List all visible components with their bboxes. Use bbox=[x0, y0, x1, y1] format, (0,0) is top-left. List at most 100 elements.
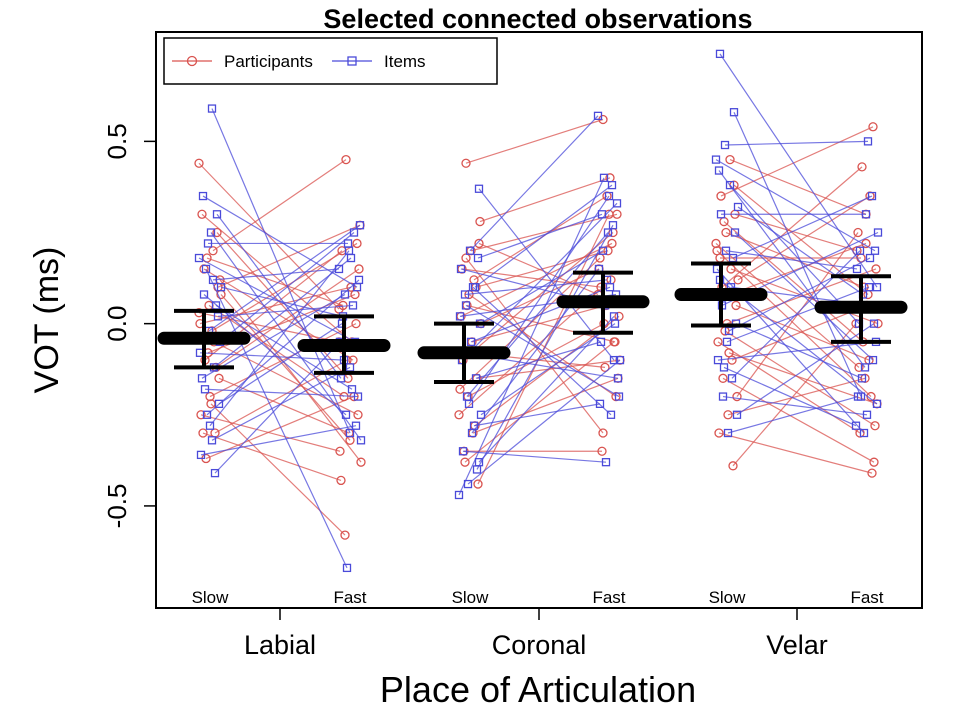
data-point bbox=[349, 228, 359, 237]
summary-layer bbox=[157, 261, 908, 384]
connecting-line bbox=[727, 395, 859, 434]
data-point bbox=[194, 253, 204, 263]
data-point bbox=[348, 301, 358, 310]
data-point bbox=[197, 209, 207, 219]
data-point bbox=[607, 238, 617, 249]
data-point bbox=[216, 283, 226, 292]
data-point bbox=[353, 392, 363, 401]
connecting-line bbox=[208, 224, 361, 332]
connecting-line bbox=[206, 279, 360, 416]
data-point bbox=[603, 246, 613, 256]
data-point bbox=[859, 428, 869, 438]
data-point bbox=[872, 399, 882, 408]
data-point bbox=[601, 458, 611, 467]
connecting-line bbox=[720, 126, 874, 197]
data-point bbox=[723, 410, 733, 420]
data-point bbox=[861, 210, 871, 219]
data-point bbox=[198, 191, 208, 201]
data-point bbox=[855, 246, 865, 255]
data-point bbox=[356, 436, 366, 445]
connecting-line bbox=[472, 377, 619, 434]
data-point bbox=[597, 210, 607, 219]
data-point bbox=[456, 264, 466, 274]
data-point bbox=[336, 475, 346, 486]
connecting-line bbox=[478, 315, 615, 463]
legend: Participants Items bbox=[163, 37, 498, 85]
data-point bbox=[871, 264, 881, 274]
data-point bbox=[468, 283, 478, 292]
connecting-line bbox=[209, 323, 357, 398]
connecting-line bbox=[210, 403, 346, 536]
plot-area bbox=[157, 49, 908, 573]
data-point bbox=[730, 228, 740, 237]
connecting-line bbox=[208, 304, 345, 398]
data-point bbox=[335, 446, 345, 456]
data-point bbox=[857, 162, 867, 172]
connecting-line bbox=[727, 377, 866, 416]
connecting-line bbox=[198, 257, 356, 343]
data-point bbox=[212, 210, 222, 219]
data-point bbox=[711, 238, 721, 249]
data-point bbox=[711, 155, 721, 164]
connecting-line bbox=[202, 195, 358, 288]
connecting-line bbox=[723, 221, 864, 343]
connecting-line bbox=[726, 286, 870, 343]
data-point bbox=[604, 191, 614, 201]
connecting-line bbox=[724, 140, 869, 146]
connecting-line bbox=[728, 257, 871, 332]
data-point bbox=[458, 447, 468, 456]
data-point bbox=[476, 410, 486, 419]
y-tick-label: 0.0 bbox=[102, 306, 132, 342]
data-point bbox=[713, 337, 723, 347]
data-point bbox=[612, 199, 622, 208]
legend-box bbox=[163, 37, 498, 85]
connecting-line bbox=[733, 111, 862, 397]
data-point bbox=[723, 428, 733, 438]
data-point bbox=[196, 410, 206, 420]
data-point bbox=[722, 337, 732, 347]
data-point bbox=[609, 355, 619, 365]
data-point bbox=[202, 410, 212, 419]
connecting-line bbox=[478, 242, 599, 296]
connecting-line bbox=[210, 232, 362, 441]
data-point bbox=[852, 264, 862, 274]
data-point bbox=[728, 461, 738, 471]
connecting-line bbox=[719, 53, 878, 288]
connecting-line bbox=[471, 304, 607, 343]
data-point bbox=[863, 137, 873, 146]
data-point bbox=[473, 479, 483, 489]
connecting-line bbox=[476, 224, 614, 470]
series-items bbox=[194, 49, 883, 573]
data-point bbox=[473, 253, 483, 263]
data-point bbox=[206, 228, 216, 237]
connecting-line bbox=[205, 268, 348, 569]
data-point bbox=[729, 108, 739, 117]
chart-title: Selected connected observations bbox=[323, 4, 752, 34]
data-point bbox=[212, 227, 222, 238]
data-point bbox=[716, 191, 726, 201]
data-point bbox=[608, 221, 618, 230]
data-point bbox=[354, 264, 364, 274]
data-point bbox=[469, 421, 479, 430]
data-point bbox=[851, 421, 861, 430]
connecting-line bbox=[718, 170, 866, 368]
data-point bbox=[354, 275, 364, 285]
connecting-line bbox=[215, 304, 353, 390]
connecting-line bbox=[198, 162, 340, 310]
data-point bbox=[460, 290, 470, 299]
data-point bbox=[860, 363, 870, 372]
connecting-line bbox=[464, 341, 615, 463]
data-point bbox=[870, 246, 880, 255]
connecting-line bbox=[718, 432, 873, 474]
data-point bbox=[721, 246, 731, 255]
data-point bbox=[733, 202, 743, 212]
data-point bbox=[351, 318, 361, 329]
x-axis-label: Place of Articulation bbox=[380, 669, 696, 710]
data-point bbox=[868, 122, 878, 132]
data-point bbox=[474, 238, 484, 249]
data-point bbox=[715, 49, 725, 59]
data-point bbox=[724, 348, 734, 358]
data-point bbox=[474, 458, 484, 467]
data-point bbox=[340, 530, 350, 540]
